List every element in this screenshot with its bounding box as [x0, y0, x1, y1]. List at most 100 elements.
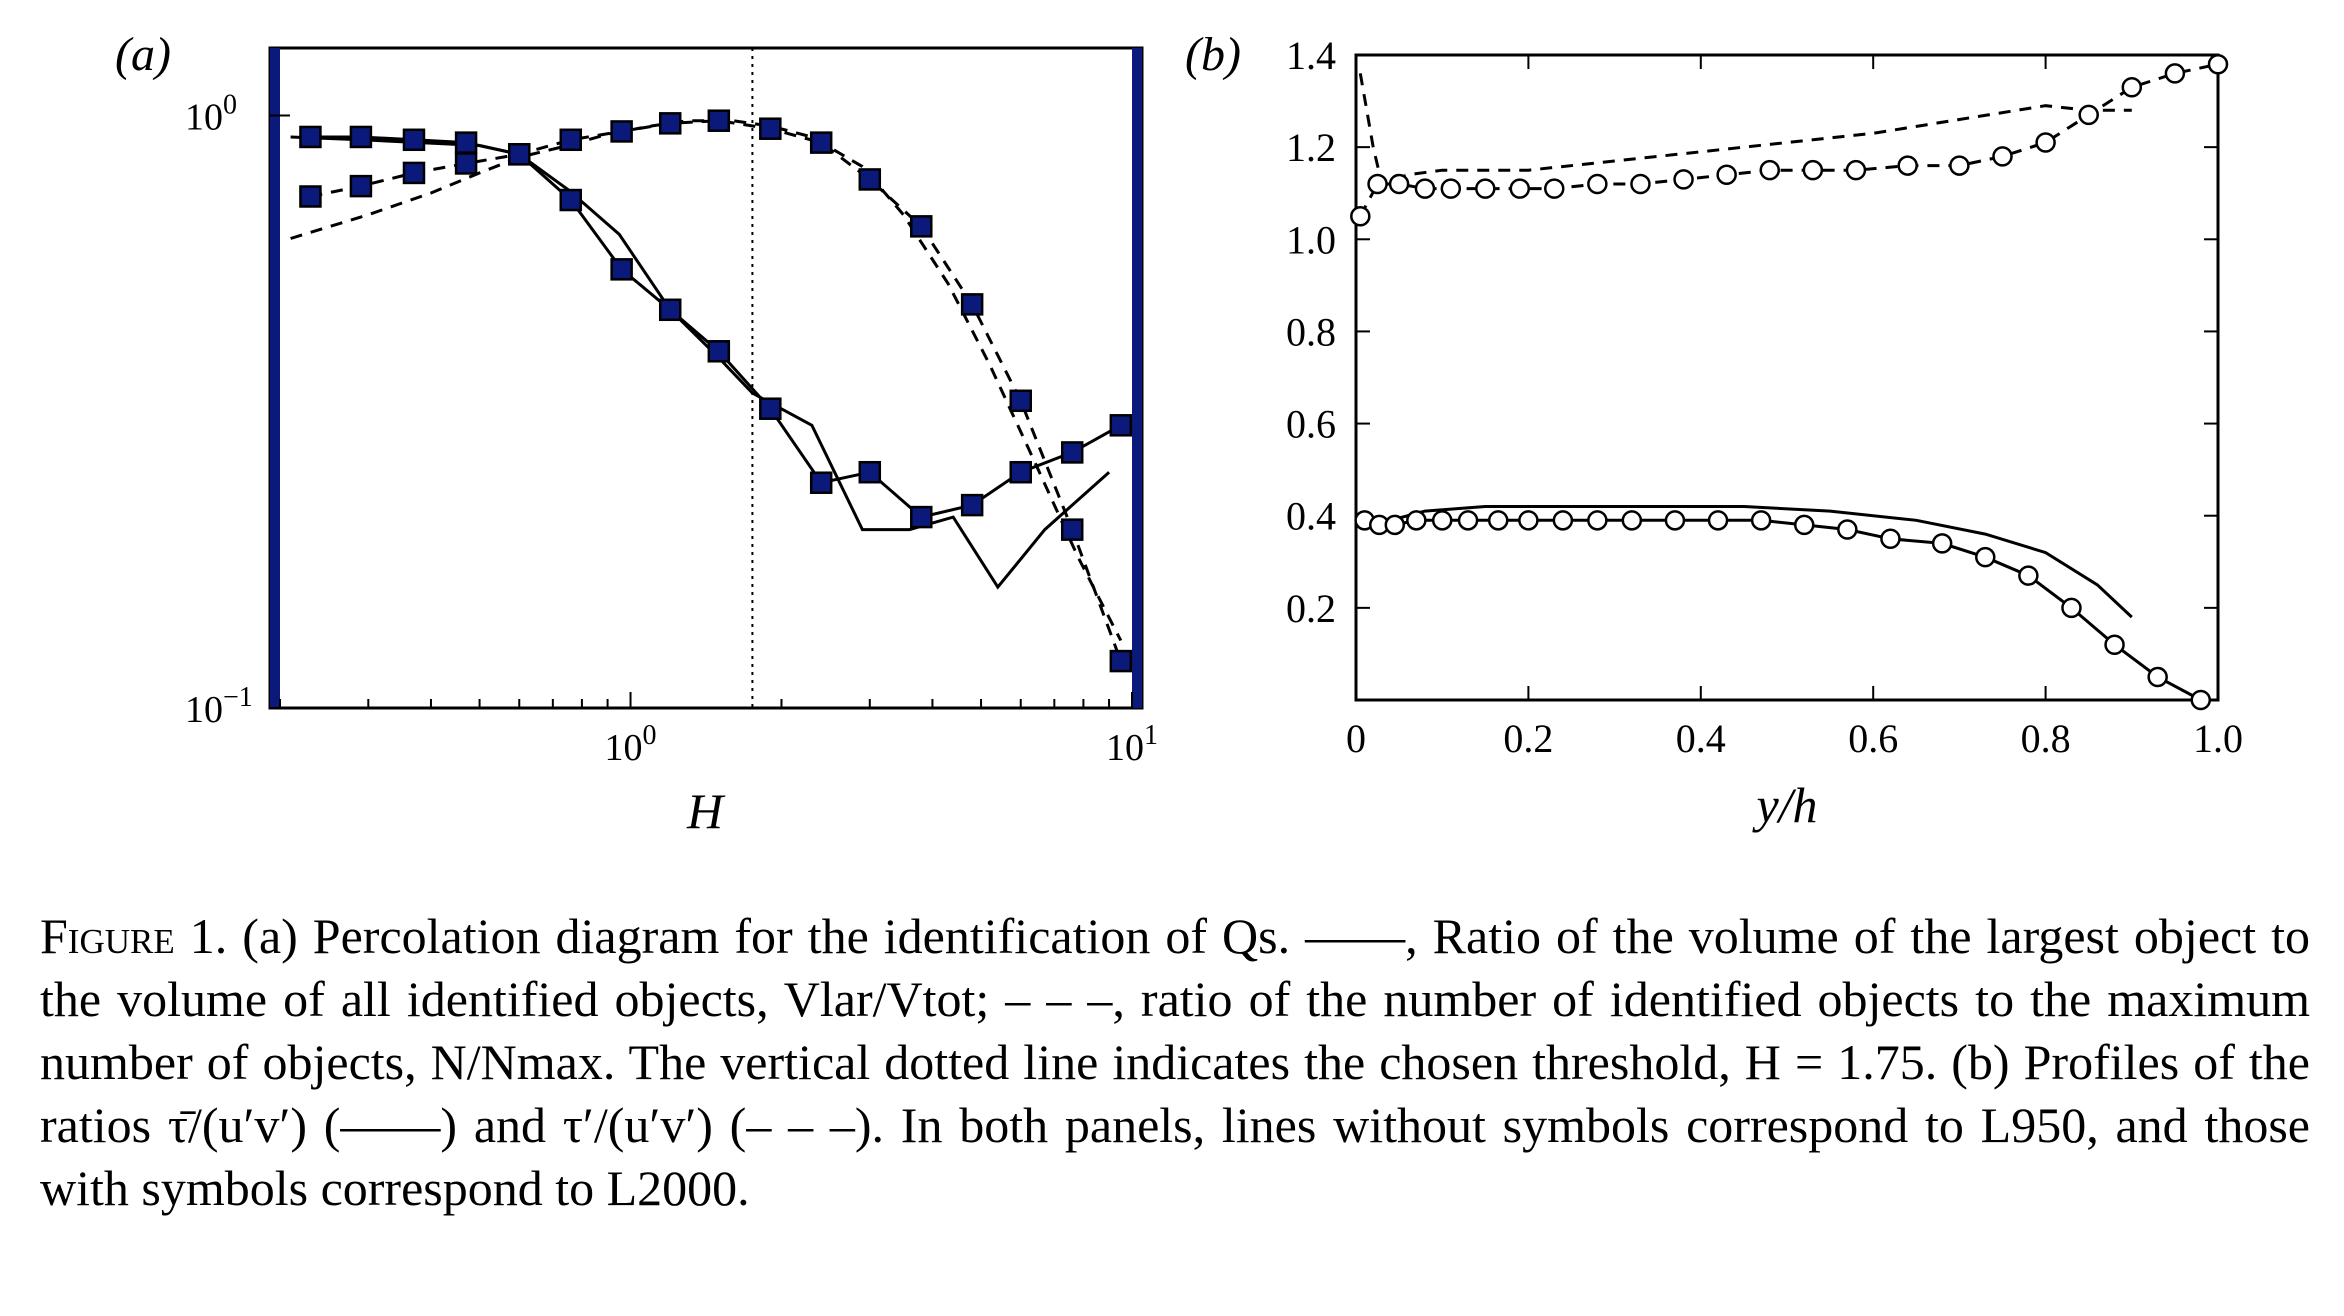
data-point	[2035, 132, 2056, 153]
data-point	[1475, 178, 1496, 199]
data-point	[1759, 159, 1781, 181]
x-tick-label: 0.2	[1503, 716, 1553, 761]
data-point	[454, 131, 478, 154]
data-point	[1109, 414, 1133, 437]
data-point	[2078, 104, 2099, 126]
panel-a-series	[290, 109, 1133, 673]
data-point	[1664, 510, 1686, 531]
data-point	[1440, 178, 1462, 199]
x-tick-label: 0.8	[2021, 716, 2071, 761]
data-point	[960, 293, 984, 316]
data-point	[1009, 460, 1032, 484]
data-point	[1406, 510, 1427, 531]
x-tick-label: 0.4	[1676, 716, 1726, 761]
data-point	[402, 161, 426, 185]
panel-a-left-bar	[270, 48, 280, 708]
x-tick-label: 101	[1106, 720, 1158, 769]
figure: (a) 100 101 100 10−1 H (b) 0 0.2 0.4 0.6 0.8 1.0…	[115, 28, 2243, 839]
series-line-2	[290, 119, 1123, 642]
data-point	[1992, 146, 2013, 167]
data-point	[2121, 77, 2143, 98]
data-point	[1384, 514, 1406, 536]
data-point	[1487, 510, 1509, 531]
data-point	[1707, 510, 1729, 531]
data-point	[1414, 178, 1436, 199]
x-tick-label: 100	[605, 720, 657, 769]
series-line-0	[290, 135, 1111, 590]
y-tick-label: 1.0	[1286, 217, 1336, 262]
data-point	[2018, 565, 2039, 586]
data-point	[299, 125, 322, 149]
panel-b-series	[1350, 53, 2229, 711]
data-point	[858, 168, 882, 191]
y-tick-label: 1.4	[1286, 33, 1336, 78]
data-point	[402, 128, 426, 152]
data-point	[559, 128, 583, 152]
data-point	[1975, 546, 1996, 568]
panel-a-label: (a)	[115, 28, 171, 81]
caption-text: (a) Percolation diagram for the identifi…	[40, 908, 2311, 1216]
data-point	[1793, 514, 1815, 536]
data-point	[1350, 206, 1371, 227]
y-tick-label: 0.6	[1286, 402, 1336, 447]
data-point	[759, 397, 782, 420]
y-tick-label: 1.2	[1286, 125, 1336, 170]
data-point	[759, 117, 782, 140]
data-point	[2147, 666, 2168, 688]
data-point	[2207, 53, 2229, 75]
data-point	[559, 188, 583, 212]
data-point	[1544, 178, 1565, 199]
series-line-3	[310, 119, 1123, 662]
data-point	[454, 152, 478, 175]
panel-b-xlabel: y/h	[1751, 777, 1817, 833]
data-point	[2190, 689, 2212, 711]
data-point	[1009, 389, 1032, 413]
panel-a: (a) 100 101 100 10−1 H	[115, 28, 1158, 839]
data-point	[1716, 164, 1737, 186]
data-point	[658, 112, 682, 135]
panel-a-xlabel: H	[686, 783, 726, 839]
data-point	[1509, 178, 1531, 199]
data-point	[610, 258, 633, 281]
data-point	[1587, 510, 1608, 531]
data-point	[2164, 63, 2186, 84]
data-point	[1431, 510, 1453, 531]
data-point	[1060, 518, 1084, 541]
data-point	[1949, 155, 1970, 176]
x-tick-label: 0	[1346, 716, 1366, 761]
data-point	[1621, 510, 1643, 531]
data-point	[858, 460, 882, 484]
data-point	[1587, 173, 1608, 195]
data-point	[2061, 597, 2082, 619]
data-point	[1845, 159, 1867, 181]
data-point	[1802, 159, 1824, 181]
data-point	[707, 340, 731, 363]
data-point	[1388, 173, 1410, 195]
data-point	[610, 120, 633, 143]
panel-b: (b) 0 0.2 0.4 0.6 0.8 1.0 0.2 0.4 0.6 0.8 1.0 1.2 1.…	[1185, 28, 2243, 833]
panel-a-ticks: 100 101 100 10−1	[185, 90, 1158, 769]
data-point	[1367, 173, 1388, 195]
figure-caption: Figure 1. (a) Percolation diagram for th…	[40, 905, 2310, 1220]
panel-b-frame	[1354, 53, 2220, 702]
data-point	[1060, 441, 1084, 464]
series-line-2	[1358, 73, 2132, 186]
data-point	[349, 174, 373, 198]
x-tick-label: 0.6	[1848, 716, 1898, 761]
panel-b-ticks: 0 0.2 0.4 0.6 0.8 1.0 0.2 0.4 0.6 0.8 1.0 1.2 1.4	[1286, 33, 2243, 761]
data-point	[1897, 155, 1918, 176]
data-point	[1750, 510, 1772, 531]
panel-a-frame	[268, 46, 1144, 710]
data-point	[707, 109, 731, 132]
caption-label: Figure 1.	[40, 908, 228, 964]
y-tick-label: 100	[185, 90, 237, 139]
data-point	[1457, 510, 1479, 531]
data-point	[910, 505, 933, 529]
series-line-0	[1364, 505, 2133, 619]
y-tick-label: 0.2	[1286, 586, 1336, 631]
data-point	[1931, 533, 1953, 554]
data-point	[1673, 169, 1694, 190]
y-tick-label: 0.8	[1286, 309, 1336, 354]
y-tick-label: 0.4	[1286, 494, 1336, 539]
data-point	[910, 215, 933, 238]
